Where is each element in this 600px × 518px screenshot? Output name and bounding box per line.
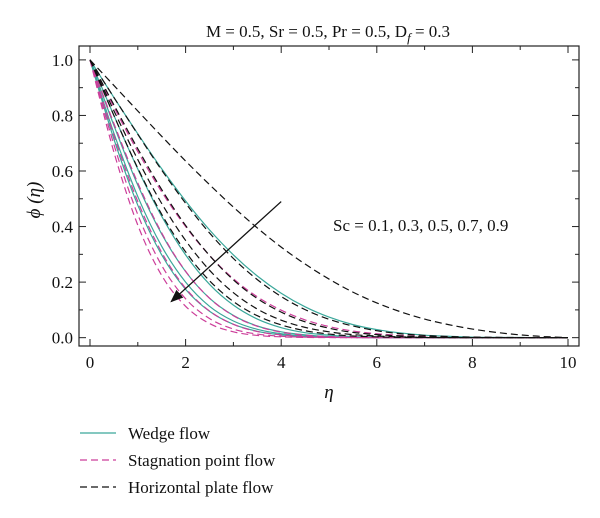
y-tick-label: 0.2 xyxy=(52,273,73,292)
x-axis-label: η xyxy=(324,382,333,403)
series-line-stagnation-point-flow-sc-0-1 xyxy=(89,59,569,339)
legend-label-stagnation-point-flow: Stagnation point flow xyxy=(128,451,276,470)
series-line-wedge-flow-sc-0-7 xyxy=(89,59,568,339)
legend: Wedge flow Stagnation point flow Horizonta… xyxy=(80,424,276,497)
y-tick-label: 0.0 xyxy=(52,329,73,348)
series-line-horizontal-plate-flow-sc-0-1 xyxy=(89,59,569,339)
series-line-horizontal-plate-flow-sc-0-5 xyxy=(89,59,568,339)
plot-frame xyxy=(78,45,580,347)
chart-title-end: = 0.3 xyxy=(411,22,450,41)
legend-label-wedge-flow: Wedge flow xyxy=(128,424,211,443)
series-line-horizontal-plate-flow-sc-0-7 xyxy=(89,59,568,339)
series-line-wedge-flow-sc-0-1 xyxy=(89,59,569,339)
sc-increase-arrow xyxy=(170,201,282,303)
series-line-stagnation-point-flow-sc-0-7 xyxy=(89,59,568,339)
series-line-wedge-flow-sc-0-9 xyxy=(89,59,568,339)
axis-ticks xyxy=(79,46,579,346)
x-tick-label: 0 xyxy=(86,353,95,372)
axis-tick-labels: 0 2 4 6 8 10 0.0 0.2 0.4 0.6 0.8 1.0 xyxy=(52,51,577,372)
series-curves xyxy=(89,59,569,339)
chart-title-subscript: f xyxy=(407,30,413,45)
y-tick-label: 1.0 xyxy=(52,51,73,70)
y-axis-label: ϕ (η) xyxy=(24,182,45,219)
series-line-horizontal-plate-flow-sc-0-9 xyxy=(89,59,568,339)
series-line-stagnation-point-flow-sc-0-9 xyxy=(89,59,568,339)
chart-title: M = 0.5, Sr = 0.5, Pr = 0.5, Df = 0.3 xyxy=(206,22,450,45)
series-line-wedge-flow-sc-0-3 xyxy=(89,59,568,339)
x-tick-label: 6 xyxy=(373,353,382,372)
x-tick-label: 10 xyxy=(560,353,577,372)
series-line-stagnation-point-flow-sc-0-5 xyxy=(89,59,568,339)
series-line-horizontal-plate-flow-sc-0-3 xyxy=(89,59,569,339)
y-tick-label: 0.6 xyxy=(52,162,73,181)
series-line-wedge-flow-sc-0-5 xyxy=(89,59,568,339)
x-tick-label: 8 xyxy=(468,353,477,372)
y-tick-label: 0.4 xyxy=(52,218,74,237)
x-tick-label: 4 xyxy=(277,353,286,372)
legend-label-horizontal-plate-flow: Horizontal plate flow xyxy=(128,478,274,497)
series-line-stagnation-point-flow-sc-0-3 xyxy=(89,59,568,339)
x-tick-label: 2 xyxy=(181,353,190,372)
y-tick-label: 0.8 xyxy=(52,106,73,125)
sc-annotation: Sc = 0.1, 0.3, 0.5, 0.7, 0.9 xyxy=(333,216,508,235)
